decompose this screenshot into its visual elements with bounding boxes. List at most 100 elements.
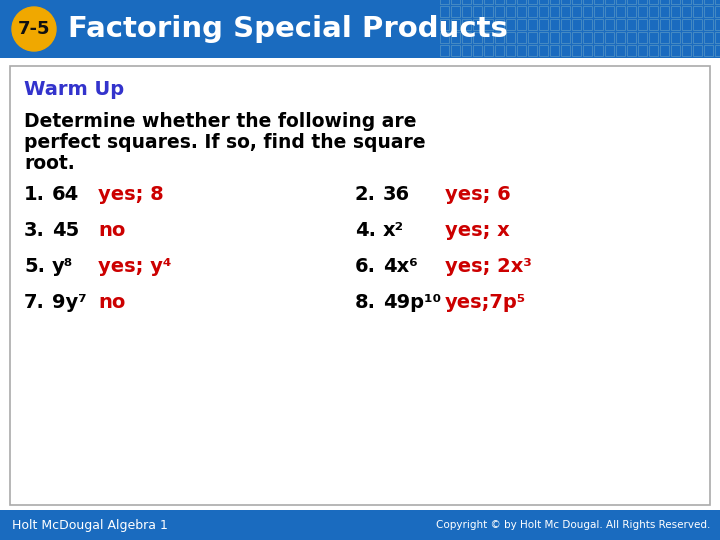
Bar bbox=[473, 45, 482, 56]
Bar bbox=[484, 32, 493, 43]
Bar bbox=[671, 19, 680, 30]
Bar bbox=[0, 0, 720, 58]
Bar bbox=[451, 6, 460, 17]
Bar bbox=[693, 6, 702, 17]
Bar bbox=[495, 32, 504, 43]
Bar bbox=[649, 6, 658, 17]
Text: 9y⁷: 9y⁷ bbox=[52, 293, 86, 312]
Bar bbox=[473, 32, 482, 43]
Bar bbox=[715, 0, 720, 4]
Bar bbox=[616, 45, 625, 56]
Bar bbox=[572, 32, 581, 43]
Bar bbox=[572, 6, 581, 17]
Bar bbox=[660, 0, 669, 4]
Bar bbox=[660, 45, 669, 56]
Bar bbox=[583, 32, 592, 43]
Bar bbox=[550, 19, 559, 30]
Bar bbox=[638, 45, 647, 56]
Bar bbox=[462, 32, 471, 43]
Bar bbox=[605, 0, 614, 4]
Bar bbox=[517, 45, 526, 56]
Bar bbox=[484, 19, 493, 30]
Bar bbox=[605, 19, 614, 30]
Bar bbox=[605, 32, 614, 43]
Bar bbox=[506, 0, 515, 4]
Bar bbox=[561, 32, 570, 43]
Text: 1.: 1. bbox=[24, 185, 45, 204]
Bar bbox=[704, 6, 713, 17]
Bar bbox=[583, 0, 592, 4]
Bar bbox=[495, 6, 504, 17]
Bar bbox=[495, 45, 504, 56]
Bar bbox=[704, 45, 713, 56]
Bar bbox=[539, 6, 548, 17]
Bar bbox=[594, 19, 603, 30]
Bar bbox=[550, 32, 559, 43]
Bar bbox=[638, 0, 647, 4]
Bar bbox=[693, 19, 702, 30]
Bar bbox=[550, 45, 559, 56]
Bar bbox=[605, 6, 614, 17]
Bar bbox=[627, 0, 636, 4]
Bar bbox=[550, 0, 559, 4]
Bar bbox=[715, 19, 720, 30]
Bar bbox=[539, 45, 548, 56]
Text: Warm Up: Warm Up bbox=[24, 80, 124, 99]
Bar bbox=[649, 32, 658, 43]
Text: no: no bbox=[98, 221, 125, 240]
Bar bbox=[517, 32, 526, 43]
Text: 5.: 5. bbox=[24, 257, 45, 276]
Bar bbox=[682, 45, 691, 56]
Bar bbox=[440, 0, 449, 4]
Bar bbox=[572, 0, 581, 4]
Bar bbox=[440, 19, 449, 30]
Bar bbox=[627, 6, 636, 17]
Bar bbox=[561, 45, 570, 56]
Text: no: no bbox=[98, 293, 125, 312]
Bar bbox=[627, 32, 636, 43]
Text: yes; y⁴: yes; y⁴ bbox=[98, 257, 171, 276]
Text: 4.: 4. bbox=[355, 221, 376, 240]
Text: Determine whether the following are: Determine whether the following are bbox=[24, 112, 416, 131]
Bar bbox=[627, 19, 636, 30]
Text: perfect squares. If so, find the square: perfect squares. If so, find the square bbox=[24, 133, 426, 152]
Bar bbox=[649, 0, 658, 4]
Bar bbox=[528, 32, 537, 43]
Bar bbox=[583, 6, 592, 17]
Text: yes; 8: yes; 8 bbox=[98, 185, 163, 204]
Bar bbox=[638, 19, 647, 30]
Bar bbox=[616, 6, 625, 17]
Bar bbox=[704, 0, 713, 4]
Bar bbox=[528, 19, 537, 30]
Bar bbox=[0, 510, 720, 540]
Bar bbox=[693, 0, 702, 4]
Bar bbox=[671, 6, 680, 17]
Bar bbox=[561, 19, 570, 30]
Bar bbox=[616, 32, 625, 43]
Bar bbox=[440, 32, 449, 43]
Bar bbox=[704, 19, 713, 30]
Text: yes;7p⁵: yes;7p⁵ bbox=[445, 293, 526, 312]
Bar bbox=[682, 6, 691, 17]
FancyBboxPatch shape bbox=[10, 66, 710, 505]
Text: yes; 6: yes; 6 bbox=[445, 185, 510, 204]
Text: 64: 64 bbox=[52, 185, 79, 204]
Bar bbox=[506, 6, 515, 17]
Text: 4x⁶: 4x⁶ bbox=[383, 257, 418, 276]
Bar bbox=[682, 0, 691, 4]
Bar bbox=[638, 32, 647, 43]
Bar bbox=[484, 6, 493, 17]
Text: Factoring Special Products: Factoring Special Products bbox=[68, 15, 508, 43]
Bar bbox=[451, 19, 460, 30]
Bar bbox=[451, 45, 460, 56]
Bar bbox=[440, 6, 449, 17]
Bar bbox=[594, 45, 603, 56]
Text: 45: 45 bbox=[52, 221, 79, 240]
Bar bbox=[561, 0, 570, 4]
Bar bbox=[693, 32, 702, 43]
Bar bbox=[506, 19, 515, 30]
Text: y⁸: y⁸ bbox=[52, 257, 73, 276]
Text: root.: root. bbox=[24, 154, 75, 173]
Bar bbox=[638, 6, 647, 17]
Bar bbox=[660, 32, 669, 43]
